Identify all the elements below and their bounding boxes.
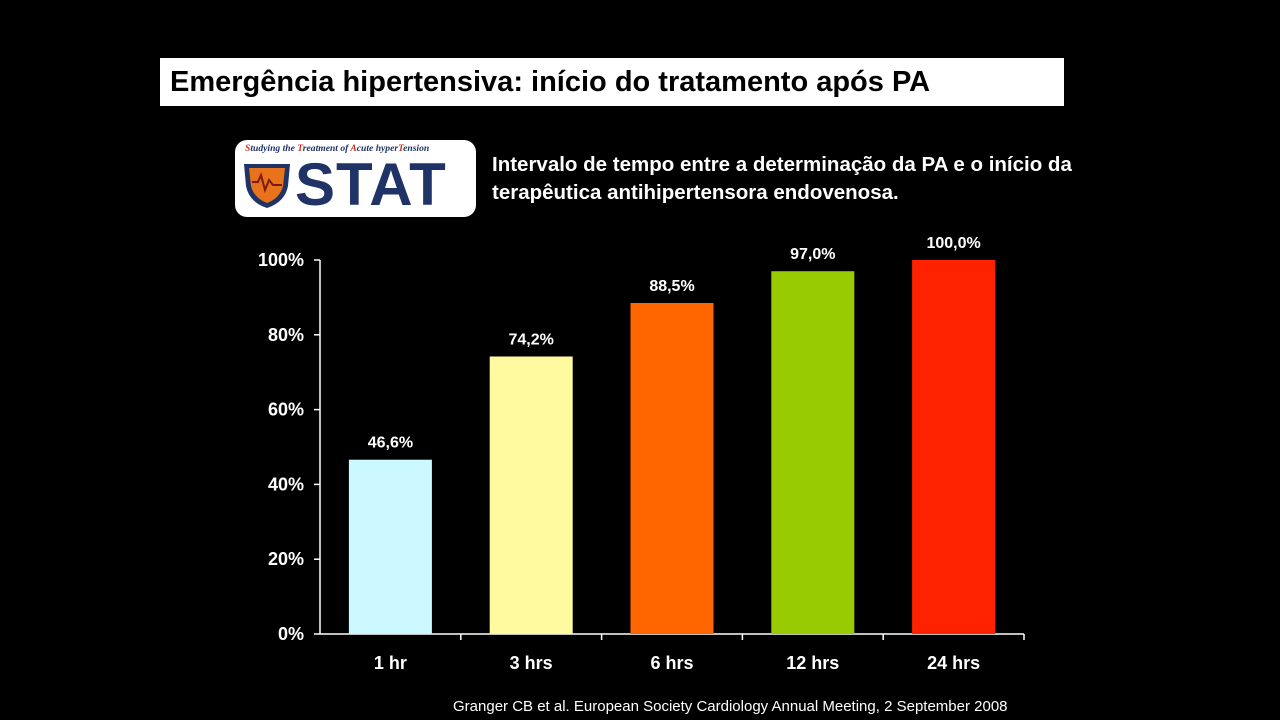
title-bar: Emergência hipertensiva: início do trata… xyxy=(160,58,1064,106)
x-tick-label: 12 hrs xyxy=(786,653,839,673)
slide-title: Emergência hipertensiva: início do trata… xyxy=(170,65,931,98)
bar xyxy=(489,356,573,634)
bar xyxy=(912,260,996,634)
x-tick-label: 1 hr xyxy=(374,653,407,673)
x-tick-label: 3 hrs xyxy=(510,653,553,673)
data-label: 46,6% xyxy=(368,435,413,452)
y-tick-label: 60% xyxy=(268,400,304,420)
y-tick-label: 20% xyxy=(268,549,304,569)
stat-logo: Studying the Treatment of Acute hyperTen… xyxy=(235,140,476,217)
logo-tagline-part: ension xyxy=(403,143,430,154)
logo-tagline-part: cute hyper xyxy=(356,143,399,154)
y-tick-label: 100% xyxy=(258,250,304,270)
bar xyxy=(771,271,855,634)
y-tick-label: 80% xyxy=(268,325,304,345)
shield-icon xyxy=(244,164,290,208)
data-label: 74,2% xyxy=(509,331,554,348)
x-tick-label: 6 hrs xyxy=(650,653,693,673)
logo-tagline-part: reatment of xyxy=(302,143,351,154)
y-tick-label: 40% xyxy=(268,474,304,494)
logo-tagline-part: tudying the xyxy=(250,143,298,154)
bar xyxy=(348,459,432,634)
y-tick-label: 0% xyxy=(278,624,304,644)
bar xyxy=(630,303,714,634)
logo-wordmark: STAT xyxy=(295,151,447,217)
logo-tagline-part: S xyxy=(245,143,251,154)
logo-tagline-part: T xyxy=(398,143,404,154)
data-label: 97,0% xyxy=(790,246,835,263)
logo-tagline: Studying the Treatment of Acute hyperTen… xyxy=(245,143,471,154)
x-tick-label: 24 hrs xyxy=(927,653,980,673)
data-label: 88,5% xyxy=(649,278,694,295)
logo-tagline-part: T xyxy=(297,143,303,154)
chart-subtitle: Intervalo de tempo entre a determinação … xyxy=(492,153,1072,204)
data-label: 100,0% xyxy=(926,235,980,252)
source-citation: Granger CB et al. European Society Cardi… xyxy=(453,698,1008,715)
logo-tagline-part: A xyxy=(350,143,357,154)
